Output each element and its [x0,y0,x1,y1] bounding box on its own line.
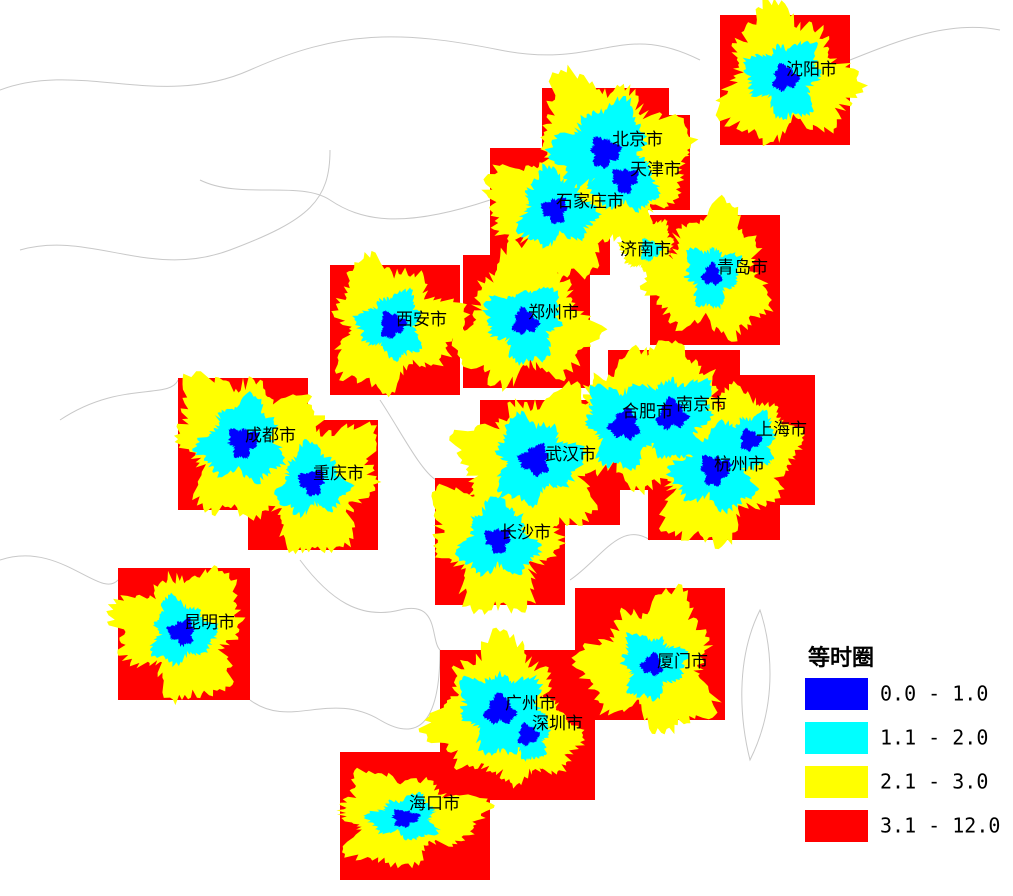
city-label: 厦门市 [657,652,708,672]
legend-label: 2.1 - 3.0 [880,770,988,794]
isochrone [227,428,260,460]
isochrone [739,427,763,453]
isochrone [166,617,195,647]
city-label: 杭州市 [714,455,765,475]
city-label: 海口市 [409,794,460,814]
isochrone [540,197,568,225]
isochrone [589,136,623,169]
isochrone [516,442,549,478]
city-label: 重庆市 [313,464,364,484]
isochrone [391,809,421,828]
city-label: 北京市 [612,130,663,150]
legend-title: 等时圈 [808,645,874,671]
legend-swatch [805,722,868,754]
legend-swatch [805,766,868,798]
city-label: 深圳市 [532,714,583,734]
isochrone [639,651,664,677]
legend-swatch [805,678,868,710]
province-borders [0,26,1001,762]
city-label: 济南市 [620,240,671,260]
isochrone [611,168,639,195]
city-label: 广州市 [505,694,556,714]
isochrone [700,261,723,286]
isochrone [517,721,541,747]
isochrone [380,310,408,340]
isochrone [606,406,641,441]
city-label: 合肥市 [622,402,673,422]
isochrone [297,469,326,498]
city-label: 南京市 [676,395,727,415]
isochrone [640,237,664,262]
city-label: 石家庄市 [556,192,624,212]
legend-label: 0.0 - 1.0 [880,682,988,706]
city-label: 郑州市 [528,303,579,323]
city-label: 青岛市 [717,258,768,278]
city-label: 天津市 [630,160,681,180]
isochrone [700,454,733,487]
isochrone [511,306,542,336]
legend: 等时圈 0.0 - 1.0 1.1 - 2.0 2.1 - 3.0 3.1 - 12.… [805,645,1000,842]
isochrone [482,692,518,725]
city-label: 沈阳市 [786,60,837,80]
isochrone [655,396,691,431]
legend-items: 0.0 - 1.0 1.1 - 2.0 2.1 - 3.0 3.1 - 12.0 [805,678,1000,842]
city-label: 成都市 [245,426,296,446]
isochrones [106,0,868,869]
legend-label: 3.1 - 12.0 [880,814,1000,838]
legend-swatch [805,810,868,842]
city-label: 西安市 [396,310,447,330]
city-label: 武汉市 [545,445,596,465]
legend-label: 1.1 - 2.0 [880,726,988,750]
city-label: 长沙市 [500,523,551,543]
city-label: 上海市 [756,420,807,440]
isochrone [771,62,801,92]
city-label: 昆明市 [184,613,235,633]
isochrone [483,527,512,554]
